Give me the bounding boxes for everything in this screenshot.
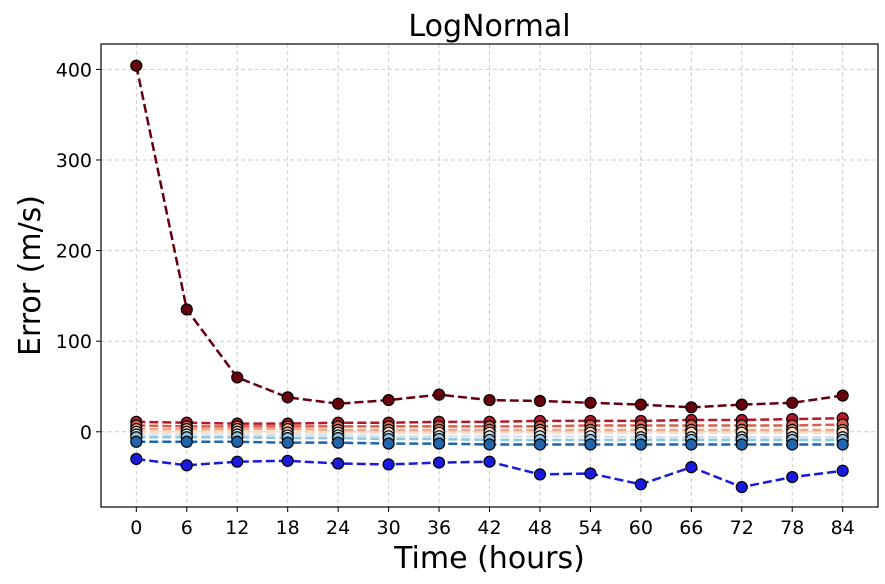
data-point (332, 457, 345, 470)
data-point (735, 480, 748, 494)
data-point (432, 437, 446, 450)
data-point (685, 438, 698, 451)
data-point (130, 452, 143, 466)
data-point (735, 438, 748, 451)
data-point (382, 393, 395, 407)
data-point (836, 464, 849, 477)
data-point (180, 303, 193, 316)
data-point (786, 470, 799, 484)
data-point (483, 393, 496, 407)
x-tick-label: 48 (528, 517, 552, 539)
x-tick-label: 42 (477, 517, 501, 539)
data-point (382, 437, 395, 450)
x-tick-label: 12 (225, 517, 249, 539)
data-point (231, 371, 244, 384)
data-point (685, 461, 698, 474)
y-tick-label: 200 (56, 241, 92, 263)
data-point (483, 438, 496, 451)
data-point (130, 59, 143, 72)
data-point (231, 455, 244, 468)
x-tick-label: 72 (730, 517, 754, 539)
x-tick-label: 60 (629, 517, 653, 539)
data-point (685, 401, 698, 414)
x-axis-label: Time (hours) (393, 541, 585, 576)
y-tick-label: 300 (56, 150, 92, 172)
x-tick-label: 78 (780, 517, 804, 539)
data-point (584, 467, 597, 480)
data-point (382, 458, 395, 471)
x-tick-label: 36 (427, 517, 451, 539)
data-point (634, 438, 647, 451)
x-tick-label: 30 (376, 517, 400, 539)
x-tick-label: 84 (831, 517, 855, 539)
series-9 (130, 452, 849, 494)
x-tick-label: 54 (578, 517, 602, 539)
x-tick-label: 18 (276, 517, 300, 539)
data-point (584, 438, 597, 451)
data-point (281, 454, 294, 467)
data-point (786, 396, 799, 409)
data-point (432, 456, 446, 469)
data-point (483, 455, 496, 468)
series-1 (130, 59, 849, 414)
data-point (786, 438, 799, 451)
series-layer (130, 59, 849, 494)
ticks: 0 6 12 18 24 30 36 42 48 54 60 66 72 78 84 0 100 200 300 40… (56, 59, 855, 539)
data-point (584, 396, 597, 409)
data-point (231, 435, 244, 448)
data-point (180, 459, 193, 472)
y-tick-label: 0 (80, 422, 92, 444)
data-point (533, 394, 547, 408)
data-point (281, 391, 294, 404)
data-point (634, 478, 647, 491)
x-tick-label: 6 (181, 517, 193, 539)
data-point (180, 435, 193, 448)
y-tick-label: 400 (56, 59, 92, 81)
data-point (735, 398, 748, 411)
x-tick-label: 0 (130, 517, 142, 539)
y-tick-label: 100 (56, 331, 92, 353)
data-point (130, 435, 143, 448)
data-point (533, 468, 547, 481)
data-point (634, 398, 647, 411)
data-point (332, 436, 345, 449)
data-point (281, 436, 294, 449)
data-point (836, 389, 849, 402)
data-point (836, 438, 849, 451)
series-8 (130, 435, 849, 451)
data-point (332, 397, 345, 410)
x-tick-label: 24 (326, 517, 350, 539)
x-tick-label: 66 (679, 517, 703, 539)
y-axis-label: Error (m/s) (13, 195, 48, 356)
data-point (432, 388, 446, 401)
data-point (533, 438, 547, 451)
chart-title: LogNormal (408, 9, 570, 44)
